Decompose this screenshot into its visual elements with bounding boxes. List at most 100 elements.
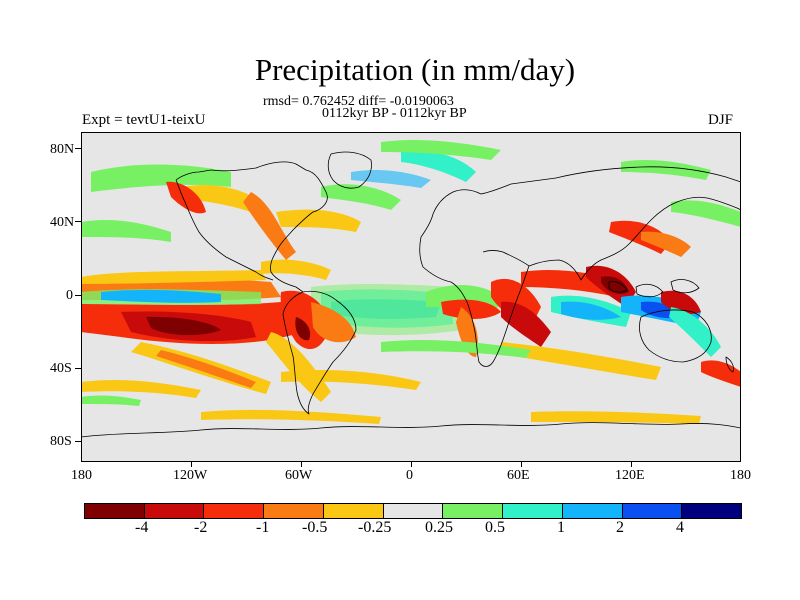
anomaly-patch: [266, 332, 331, 402]
anomaly-patch: [261, 259, 331, 280]
anomaly-patch: [295, 317, 311, 341]
x-tick: [411, 461, 412, 467]
x-tick-label: 0: [406, 468, 413, 483]
map-frame: [81, 132, 741, 462]
anomaly-patch: [311, 302, 356, 343]
coastline: [608, 281, 628, 293]
precipitation-map: [81, 132, 741, 462]
x-tick-label: 180: [730, 468, 751, 483]
map-graphic: [81, 139, 741, 438]
anomaly-patch: [601, 276, 629, 294]
x-tick-label: 120W: [173, 468, 208, 483]
anomaly-patch: [381, 339, 531, 358]
colorbar-label: 1: [557, 519, 565, 536]
anomaly-patch: [671, 200, 741, 227]
coastline: [528, 196, 741, 281]
coastline: [327, 151, 372, 189]
anomaly-patch: [81, 379, 201, 398]
coastline: [175, 161, 328, 293]
anomaly-patch: [531, 411, 701, 424]
anomaly-patch: [381, 139, 501, 160]
y-tick-label: 80S: [50, 434, 72, 449]
colorbar-label: -1: [256, 519, 270, 536]
anomaly-patch: [91, 164, 231, 192]
colorbar-segment: [443, 504, 504, 518]
anomaly-patch: [441, 299, 501, 319]
y-tick-label: 40N: [50, 215, 75, 230]
y-tick-label: 40S: [50, 361, 72, 376]
anomaly-patch: [176, 185, 261, 212]
stats-label: rmsd= 0.762452 diff= -0.0190063: [263, 94, 454, 109]
colorbar-segment: [383, 504, 444, 518]
coastline: [725, 356, 734, 373]
coastline: [81, 422, 741, 438]
anomaly-patch: [101, 289, 221, 303]
colorbar-label: -0.5: [302, 519, 328, 536]
y-tick-label: 80N: [50, 142, 75, 157]
anomaly-patch: [201, 409, 381, 424]
colorbar-segment: [503, 504, 563, 518]
colorbar-segment: [144, 504, 205, 518]
anomaly-patch: [351, 169, 431, 188]
coastline: [639, 309, 712, 363]
anomaly-patch: [641, 231, 691, 257]
colorbar-label: -4: [135, 519, 149, 536]
anomaly-patch: [81, 220, 171, 242]
x-tick: [521, 461, 522, 467]
coastlines: [81, 151, 741, 438]
season-label: DJF: [708, 112, 734, 128]
anomaly-patch: [81, 270, 266, 284]
x-tick: [631, 461, 632, 467]
y-tick: [75, 221, 81, 222]
x-tick-label: 60W: [285, 468, 313, 483]
anomaly-patch: [166, 181, 206, 214]
anomaly-patch: [281, 370, 421, 390]
anomaly-patch: [561, 301, 621, 320]
anomaly-patch: [276, 209, 361, 232]
anomaly-patch: [401, 150, 476, 182]
coastline: [419, 236, 530, 367]
anomaly-patch: [501, 342, 661, 380]
coastline: [282, 290, 357, 415]
y-tick: [75, 295, 81, 296]
coastline: [635, 283, 664, 298]
colorbar-label: -2: [194, 519, 208, 536]
colorbar: [84, 503, 742, 519]
anomaly-patch: [701, 360, 741, 387]
experiment-label: Expt = tevtU1-teixU: [82, 112, 206, 128]
colorbar-segment: [682, 504, 742, 518]
y-tick: [75, 368, 81, 369]
coastline: [555, 166, 741, 183]
colorbar-segment: [204, 504, 265, 518]
anomaly-patch: [669, 307, 721, 357]
anomaly-patch: [81, 395, 141, 406]
colorbar-label: 2: [616, 519, 624, 536]
colorbar-segment: [85, 504, 145, 518]
x-tick: [301, 461, 302, 467]
x-tick-label: 180: [71, 468, 92, 483]
y-tick-label: 0: [66, 288, 73, 303]
anomaly-patch: [156, 350, 256, 388]
coastline: [175, 179, 274, 281]
anomaly-patch: [321, 184, 401, 210]
coastline: [670, 279, 700, 294]
colorbar-segment: [264, 504, 324, 518]
colorbar-label: -0.25: [358, 519, 392, 536]
x-tick-label: 60E: [507, 468, 530, 483]
colorbar-label: 4: [676, 519, 684, 536]
anomaly-patch: [146, 316, 221, 336]
colorbar-label: 0.5: [485, 519, 505, 536]
colorbar-label: 0.25: [425, 519, 453, 536]
x-tick-label: 120E: [615, 468, 645, 483]
colorbar-segment: [622, 504, 683, 518]
y-tick: [75, 148, 81, 149]
colorbar-segment: [562, 504, 623, 518]
anomaly-patch: [501, 301, 551, 347]
coastline: [482, 250, 530, 267]
chart-title: Precipitation (in mm/day): [254, 52, 576, 87]
x-tick: [191, 461, 192, 467]
y-tick: [75, 441, 81, 442]
coastline: [420, 177, 557, 238]
anomaly-patch: [243, 192, 296, 260]
anomaly-patch: [621, 159, 711, 180]
